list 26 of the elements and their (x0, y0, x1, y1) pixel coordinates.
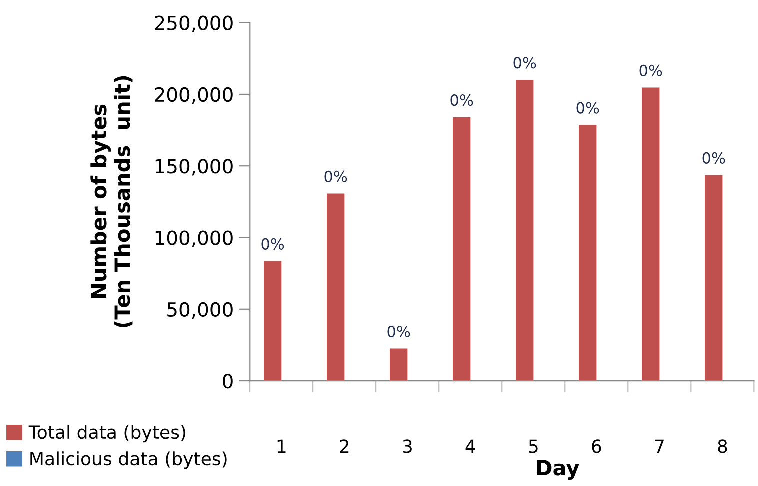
y-tick-label: 50,000 (168, 302, 233, 320)
x-tick-label: 6 (592, 440, 602, 454)
annotation: 0% (388, 326, 410, 338)
annotation: 0% (702, 152, 726, 164)
y-tick-label: 250,000 (155, 16, 233, 32)
annotation: 0% (262, 238, 284, 250)
x-tick-label: 5 (529, 440, 538, 454)
annotation: 0% (640, 64, 662, 76)
y-tick-label: 0 (223, 374, 233, 389)
x-axis-title: Day (537, 460, 580, 480)
x-tick-label: 2 (340, 440, 349, 454)
x-tick-label: 7 (655, 440, 664, 454)
annotation: 0% (576, 102, 600, 114)
legend-label: Malicious data (bytes) (30, 452, 227, 470)
annotation: 0% (450, 94, 474, 106)
x-tick-label: 1 (278, 440, 286, 454)
annotation: 0% (324, 170, 348, 182)
annotation: 0% (514, 57, 536, 69)
x-tick-label: 4 (466, 440, 476, 454)
y-tick-label: 100,000 (156, 230, 233, 248)
y-tick-label: 150,000 (156, 159, 233, 176)
y-tick-label: 200,000 (155, 87, 233, 104)
legend-label: Total data (bytes) (28, 425, 186, 443)
x-tick-label: 8 (718, 440, 728, 454)
x-tick-label: 3 (403, 440, 412, 454)
y-axis-title: Number of bytes (Ten Thousands unit) (90, 76, 133, 328)
